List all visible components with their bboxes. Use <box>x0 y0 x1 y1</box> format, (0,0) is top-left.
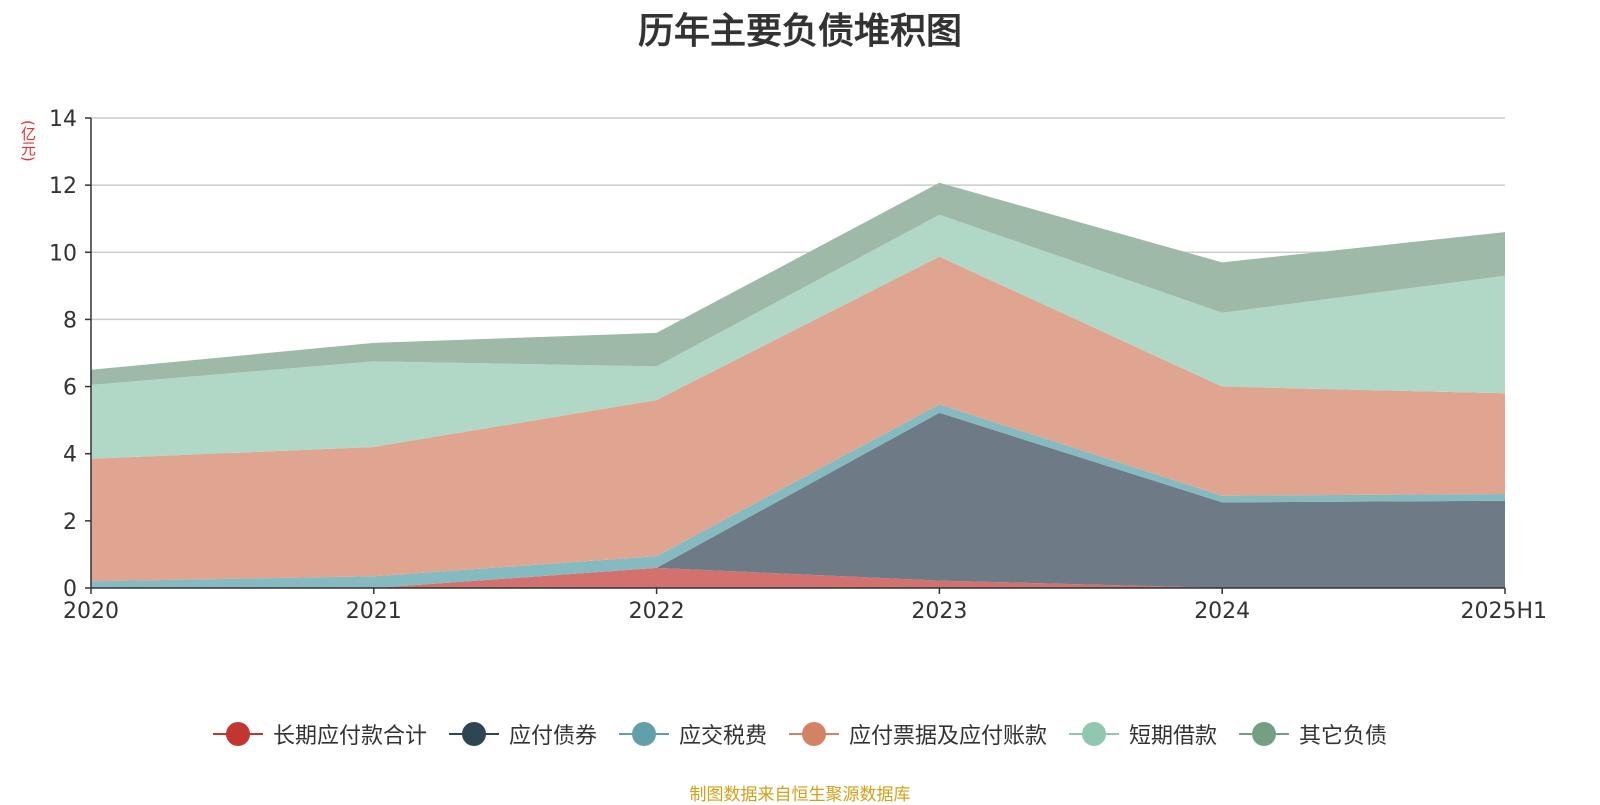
legend-item-3[interactable]: 应付票据及应付账款 <box>789 718 1047 750</box>
x-tick-label: 2025H1 <box>1460 599 1547 624</box>
area-series-0[interactable] <box>91 567 1505 588</box>
legend-marker-icon <box>1239 722 1290 746</box>
legend-label: 其它负债 <box>1299 724 1388 749</box>
y-tick-label: 2 <box>63 510 77 535</box>
data-source-note: 制图数据来自恒生聚源数据库 <box>689 785 911 805</box>
x-tick-label: 2023 <box>911 599 967 624</box>
y-tick-label: 4 <box>63 443 77 468</box>
x-tick-label: 2020 <box>63 599 119 624</box>
legend-label: 短期借款 <box>1129 724 1218 749</box>
axes: 0 2 4 6 8 10 12 14 2020 2021 2022 2023 2024 2025H1 <box>49 107 1547 624</box>
x-tick-label: 2022 <box>629 599 685 624</box>
legend-marker-icon <box>1069 722 1120 746</box>
y-tick-label: 12 <box>49 174 77 199</box>
area-series-5[interactable] <box>91 182 1505 385</box>
legend-marker-icon <box>618 722 669 746</box>
y-tick-label: 8 <box>63 308 77 333</box>
legend-item-1[interactable]: 应付债券 <box>448 718 597 750</box>
y-axis-unit-label: (亿元) <box>19 120 37 162</box>
legend-label: 应交税费 <box>678 724 767 749</box>
legend-marker-icon <box>448 722 499 746</box>
legend: 长期应付款合计 应付债券 应交税费 应付票据及应付账款 短期借款 其它负债 <box>0 718 1600 750</box>
y-tick-label: 14 <box>49 107 77 132</box>
area-series-4[interactable] <box>91 214 1505 459</box>
legend-item-4[interactable]: 短期借款 <box>1069 718 1217 750</box>
legend-label: 长期应付款合计 <box>272 724 427 749</box>
legend-item-2[interactable]: 应交税费 <box>618 718 767 750</box>
legend-item-5[interactable]: 其它负债 <box>1239 718 1387 750</box>
legend-label: 应付票据及应付账款 <box>849 724 1048 749</box>
y-tick-label: 10 <box>49 241 77 266</box>
legend-item-0[interactable]: 长期应付款合计 <box>212 718 427 750</box>
y-tick-label: 0 <box>63 577 77 602</box>
area-series-1[interactable] <box>91 412 1505 588</box>
legend-marker-icon <box>212 722 263 746</box>
area-series-3[interactable] <box>91 256 1505 582</box>
legend-label: 应付债券 <box>508 724 597 749</box>
y-tick-label: 6 <box>63 376 77 401</box>
legend-marker-icon <box>789 722 839 746</box>
x-tick-label: 2021 <box>346 599 402 624</box>
area-series-2[interactable] <box>91 404 1505 588</box>
area-series-group <box>91 182 1505 588</box>
chart-title: 历年主要负债堆积图 <box>637 11 962 52</box>
x-tick-label: 2024 <box>1194 599 1250 624</box>
